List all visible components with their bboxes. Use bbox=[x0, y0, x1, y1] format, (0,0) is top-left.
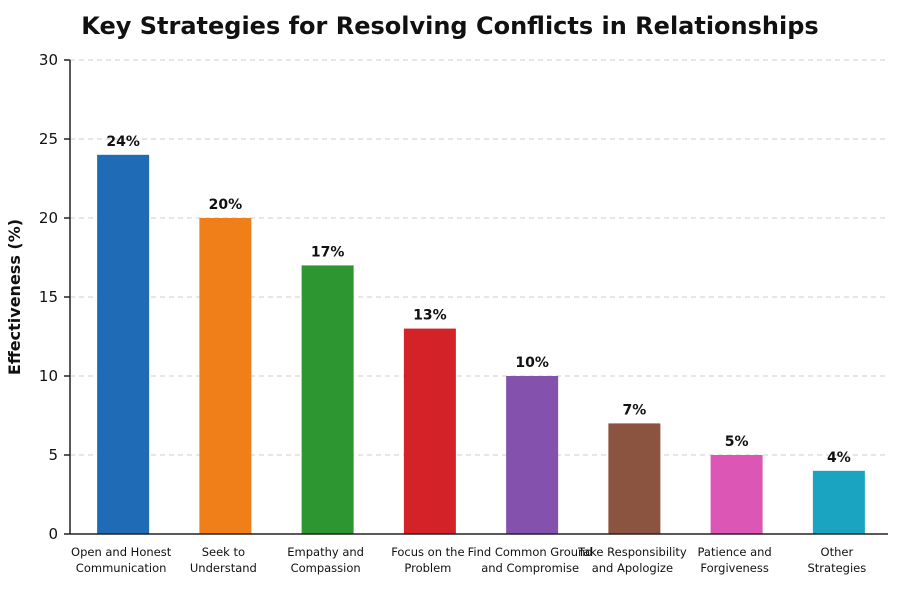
chart-title: Key Strategies for Resolving Conflicts i… bbox=[81, 12, 819, 40]
data-label: 7% bbox=[622, 402, 646, 418]
x-tick-label-line: Take Responsibility bbox=[577, 545, 687, 559]
data-label: 20% bbox=[209, 197, 243, 213]
y-tick-label: 25 bbox=[39, 130, 58, 148]
bar bbox=[710, 455, 763, 534]
x-tick-label-line: Communication bbox=[76, 561, 167, 575]
data-label: 17% bbox=[311, 244, 345, 260]
x-tick-label-line: and Compromise bbox=[481, 561, 579, 575]
data-label: 5% bbox=[725, 434, 749, 450]
y-tick-label: 20 bbox=[39, 209, 58, 227]
bar bbox=[608, 423, 661, 534]
bar bbox=[812, 470, 865, 534]
data-label: 24% bbox=[106, 134, 140, 150]
bar bbox=[301, 265, 354, 534]
x-tick-label-line: Open and Honest bbox=[71, 545, 172, 559]
x-tick-label-line: Patience and bbox=[698, 545, 772, 559]
x-tick-label-line: Other bbox=[821, 545, 854, 559]
x-tick-label-line: Find Common Ground bbox=[468, 545, 593, 559]
x-tick-label: Focus on the Problem bbox=[391, 545, 464, 575]
x-tick-label-line: Forgiveness bbox=[700, 561, 769, 575]
x-tick-label: Seek to Understand bbox=[190, 545, 257, 575]
bar bbox=[199, 218, 252, 534]
bar bbox=[97, 154, 150, 535]
x-tick-label: Open and Honest Communication bbox=[71, 545, 172, 575]
bar bbox=[506, 376, 559, 534]
x-tick-label-line: Understand bbox=[190, 561, 257, 575]
x-tick-label: Empathy and Compassion bbox=[287, 545, 364, 575]
data-label: 10% bbox=[515, 355, 549, 371]
x-tick-label-line: Focus on the bbox=[391, 545, 464, 559]
bars bbox=[97, 154, 865, 535]
x-tick-label: Find Common Ground and Compromise bbox=[468, 545, 593, 575]
labels: 0 5 10 15 20 25 30 24% Open and Honest Communicat… bbox=[39, 51, 866, 575]
y-tick-label: 0 bbox=[48, 525, 58, 543]
x-tick-label-line: Empathy and bbox=[287, 545, 364, 559]
bar bbox=[403, 328, 456, 534]
x-tick-label-line: Compassion bbox=[291, 561, 361, 575]
x-tick-label: Other Strategies bbox=[808, 545, 867, 575]
x-tick-label-line: Problem bbox=[404, 561, 451, 575]
x-tick-label: Take Responsibility and Apologize bbox=[577, 545, 687, 575]
axes bbox=[64, 59, 888, 535]
data-label: 13% bbox=[413, 308, 447, 324]
y-tick-label: 5 bbox=[48, 446, 58, 464]
x-tick-label: Patience and Forgiveness bbox=[698, 545, 772, 575]
y-tick-label: 15 bbox=[39, 288, 58, 306]
data-label: 4% bbox=[827, 450, 851, 466]
y-axis-label: Effectiveness (%) bbox=[5, 219, 24, 375]
y-tick-label: 30 bbox=[39, 51, 58, 69]
grid-lines bbox=[70, 59, 888, 456]
x-tick-label-line: Seek to bbox=[202, 545, 245, 559]
y-tick-label: 10 bbox=[39, 367, 58, 385]
x-tick-label-line: and Apologize bbox=[592, 561, 673, 575]
x-tick-label-line: Strategies bbox=[808, 561, 867, 575]
